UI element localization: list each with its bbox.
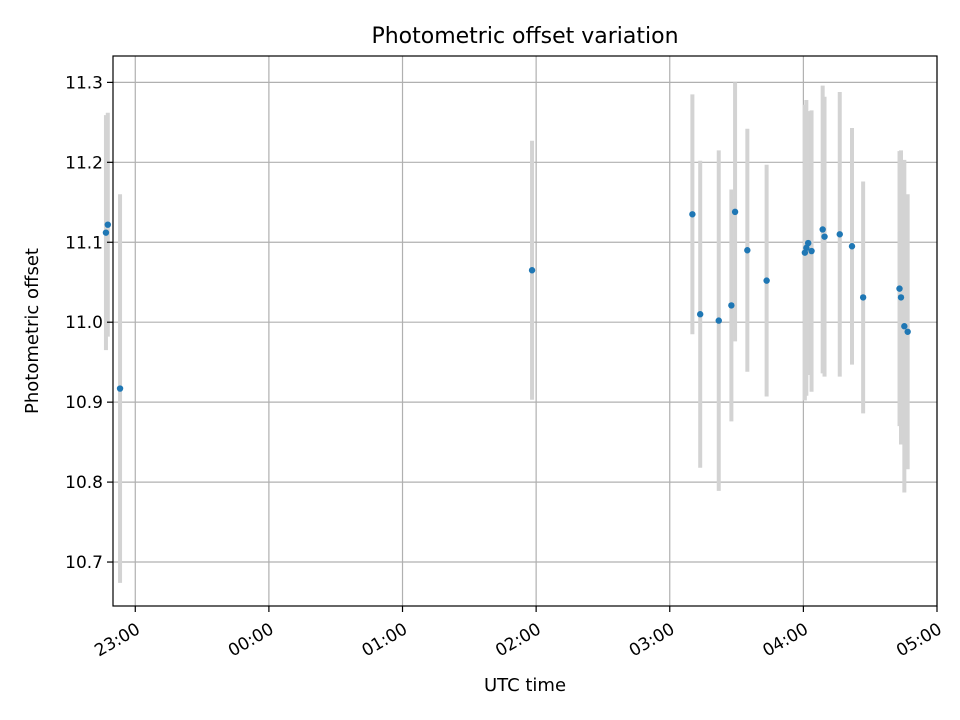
data-point (689, 211, 696, 218)
data-point (116, 385, 124, 392)
data-point (715, 317, 722, 324)
y-tick-label: 10.7 (65, 553, 103, 573)
data-point (896, 285, 903, 292)
data-point (803, 244, 810, 252)
data-point (904, 328, 911, 335)
x-axis-label: UTC time (484, 675, 566, 696)
y-tick-label: 10.9 (65, 393, 103, 413)
y-tick-label: 11.3 (65, 73, 103, 93)
data-point (528, 267, 536, 274)
data-point (821, 233, 828, 240)
chart-title: Photometric offset variation (371, 24, 678, 49)
data-point (744, 247, 751, 254)
data-point (859, 294, 867, 301)
data-point (102, 229, 110, 236)
data-point (104, 221, 112, 228)
data-point (819, 226, 826, 233)
plot-frame (112, 55, 938, 607)
y-tick-label: 10.8 (65, 473, 103, 493)
y-tick-label: 11.1 (65, 233, 103, 253)
data-point (836, 231, 843, 238)
data-point (808, 247, 815, 255)
data-point (728, 302, 735, 309)
y-axis-label: Photometric offset (22, 248, 43, 414)
data-point (848, 243, 856, 250)
data-points (102, 208, 911, 392)
data-point (805, 239, 812, 247)
y-ticks: 10.7 10.8 10.9 11.0 11.1 11.2 11.3 (65, 73, 113, 573)
y-tick-label: 11.0 (65, 313, 103, 333)
data-point (897, 294, 905, 301)
data-point (901, 323, 908, 330)
data-point (696, 311, 704, 318)
data-point (731, 208, 739, 216)
y-tick-label: 11.2 (65, 153, 103, 173)
data-point (763, 277, 770, 284)
